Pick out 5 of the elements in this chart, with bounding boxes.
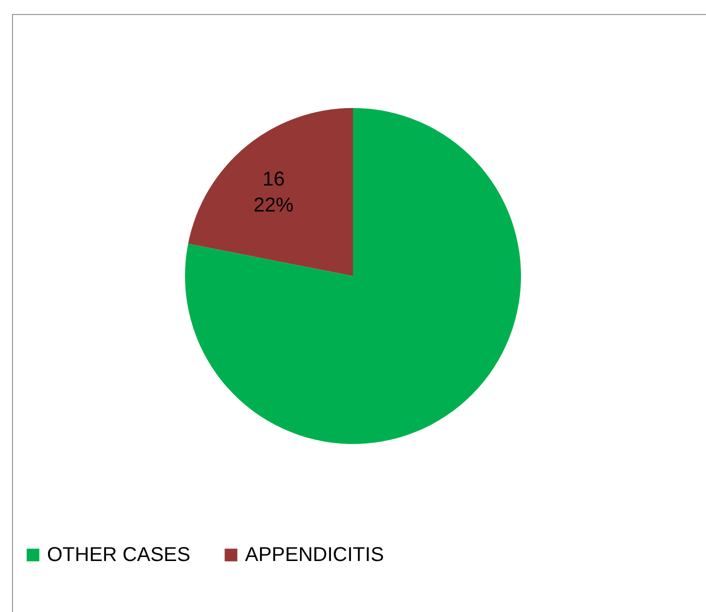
pie-slice	[188, 108, 353, 276]
legend-label: APPENDICITIS	[245, 544, 384, 566]
pie-slice	[185, 108, 521, 444]
data-label: 16 22%	[254, 168, 294, 216]
legend-label: OTHER CASES	[47, 544, 190, 566]
